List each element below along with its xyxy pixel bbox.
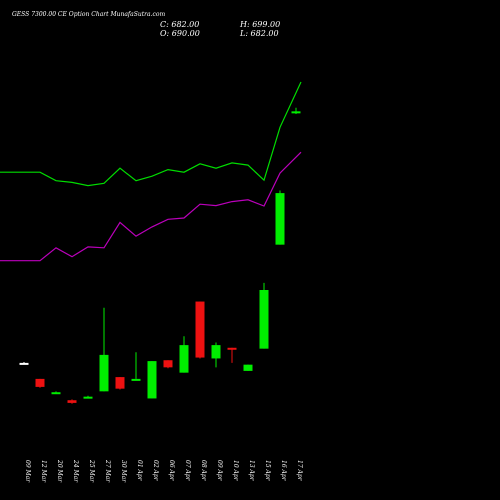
x-tick-label: 25 Mar <box>88 459 95 483</box>
candle-body <box>147 361 157 399</box>
open-value: O: 690.00 <box>160 29 200 38</box>
x-tick-label: 20 Mar <box>56 459 63 483</box>
x-tick-label: 06 Apr <box>168 460 175 482</box>
ma-fast-line <box>0 81 302 187</box>
candle-body <box>291 111 301 114</box>
candle-body <box>115 377 125 389</box>
chart-title: GESS 7300.00 CE Option Chart MunafaSutra… <box>12 11 166 18</box>
x-tick-label: 30 Mar <box>120 460 127 483</box>
x-tick-label: 09 Apr <box>216 460 223 482</box>
x-tick-label: 16 Apr <box>280 460 287 482</box>
candle-body <box>211 345 221 359</box>
x-tick-label: 24 Mar <box>72 459 79 483</box>
candle-body <box>19 362 29 365</box>
candle-body <box>195 301 205 358</box>
candle-body <box>131 378 141 381</box>
x-tick-label: 01 Apr <box>136 460 143 482</box>
x-tick-label: 02 Apr <box>152 460 159 482</box>
x-tick-label: 10 Apr <box>232 460 239 482</box>
x-tick-label: 27 Mar <box>104 459 111 483</box>
low-value: L: 682.00 <box>240 29 279 38</box>
x-tick-label: 12 Mar <box>40 460 47 483</box>
candle-body <box>67 400 77 403</box>
candle-body <box>35 378 45 387</box>
x-tick-label: 09 Mar <box>24 460 31 483</box>
x-tick-label: 08 Apr <box>200 460 207 482</box>
x-tick-label: 17 Apr <box>296 460 303 482</box>
x-tick-label: 15 Apr <box>264 460 271 482</box>
candle-body <box>83 396 93 399</box>
high-value: H: 699.00 <box>240 20 281 29</box>
candle-body <box>99 354 109 392</box>
close-value: C: 682.00 <box>160 20 200 29</box>
candle-body <box>275 193 285 245</box>
candle-body <box>179 345 189 373</box>
x-tick-label: 13 Apr <box>248 460 255 482</box>
candle-body <box>243 364 253 371</box>
candle-body <box>259 290 269 349</box>
ma-slow-line <box>0 151 302 262</box>
candle-body <box>227 347 237 350</box>
candle-body <box>163 360 173 368</box>
x-tick-label: 07 Apr <box>184 460 191 482</box>
candle-body <box>51 392 61 395</box>
